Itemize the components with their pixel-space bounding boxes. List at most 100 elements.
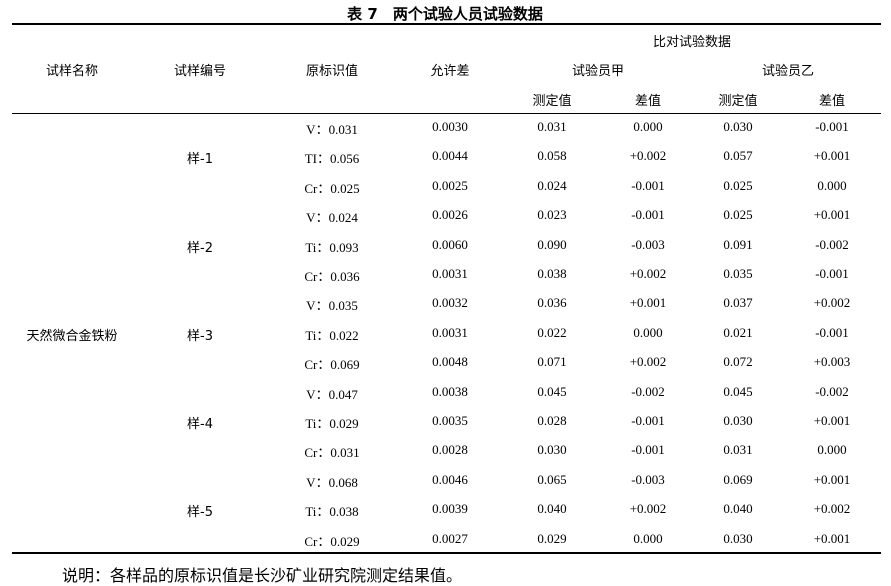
cell-b-difference: -0.001 [815, 324, 849, 340]
cell-b-difference: +0.002 [813, 295, 851, 311]
sample-label: 样-2 [187, 240, 213, 256]
sample-label: 样-1 [187, 152, 213, 168]
cell-a-difference: -0.003 [631, 471, 665, 487]
cell-tolerance: 0.0026 [432, 207, 468, 223]
header-sample-name: 试样名称 [45, 64, 99, 79]
cell-b-difference: 0.000 [817, 177, 847, 193]
cell-a-measured: 0.031 [537, 119, 567, 134]
cell-tolerance: 0.0046 [432, 471, 468, 487]
cell-b-difference: -0.002 [815, 383, 849, 399]
cell-tolerance: 0.0032 [432, 295, 468, 311]
cell-b-difference: +0.001 [813, 207, 851, 223]
cell-b-measured: 0.031 [723, 442, 753, 458]
header-comparison: 比对试验数据 [652, 35, 732, 50]
header-a-measured: 测定值 [532, 94, 572, 109]
cell-a-difference: +0.001 [629, 295, 667, 311]
cell-b-difference: +0.001 [813, 413, 851, 428]
cell-a-difference: 0.000 [633, 324, 663, 340]
bottom-rule [12, 552, 881, 554]
sample-label: 样-5 [187, 505, 213, 521]
material-name: 天然微合金铁粉 [26, 329, 118, 344]
cell-b-measured: 0.030 [723, 530, 753, 546]
cell-b-difference: +0.001 [813, 530, 851, 546]
cell-b-difference: +0.001 [813, 471, 851, 487]
cell-a-difference: -0.002 [631, 383, 665, 399]
cell-b-difference: +0.003 [813, 354, 851, 370]
header-rule [12, 113, 881, 114]
sample-label: 样-4 [187, 417, 213, 432]
cell-a-difference: -0.003 [631, 236, 665, 252]
cell-b-difference: +0.001 [813, 148, 851, 164]
table-note: 说明：各样品的原标识值是长沙矿业研究院测定结果值。 [62, 566, 463, 585]
header-tolerance: 允许差 [430, 64, 470, 79]
cell-original-value: Cr：0.069 [304, 357, 360, 373]
cell-a-measured: 0.030 [537, 442, 567, 458]
cell-tolerance: 0.0031 [432, 324, 468, 340]
cell-original-value: TI：0.056 [304, 151, 360, 167]
cell-a-measured: 0.071 [537, 354, 567, 370]
cell-tolerance: 0.0044 [432, 148, 468, 164]
cell-b-measured: 0.025 [723, 207, 753, 223]
cell-original-value: V：0.031 [306, 122, 358, 137]
cell-original-value: V：0.035 [306, 298, 358, 314]
cell-tolerance: 0.0030 [432, 119, 468, 134]
sample-label: 样-3 [187, 328, 213, 344]
cell-a-difference: -0.001 [631, 177, 665, 193]
header-sample-no: 试样编号 [173, 64, 227, 79]
cell-b-measured: 0.045 [723, 383, 753, 399]
cell-original-value: V：0.024 [306, 210, 358, 226]
cell-tolerance: 0.0060 [432, 236, 468, 252]
cell-a-measured: 0.090 [537, 236, 567, 252]
cell-a-difference: -0.001 [631, 413, 665, 428]
cell-b-measured: 0.037 [723, 295, 753, 311]
cell-a-measured: 0.065 [537, 471, 567, 487]
cell-tolerance: 0.0031 [432, 266, 468, 281]
cell-b-measured: 0.072 [723, 354, 753, 370]
cell-tolerance: 0.0025 [432, 177, 468, 193]
header-tester-a: 试验员甲 [571, 64, 625, 79]
cell-original-value: V：0.068 [306, 474, 358, 490]
cell-a-measured: 0.024 [537, 177, 567, 193]
cell-b-difference: +0.002 [813, 501, 851, 517]
cell-b-measured: 0.030 [723, 119, 753, 134]
cell-a-difference: -0.001 [631, 207, 665, 223]
top-rule [12, 23, 881, 25]
header-a-difference: 差值 [634, 94, 662, 109]
cell-tolerance: 0.0035 [432, 413, 468, 428]
cell-a-measured: 0.022 [537, 324, 567, 340]
cell-a-difference: +0.002 [629, 501, 667, 517]
cell-original-value: Cr：0.025 [304, 180, 360, 196]
cell-a-measured: 0.045 [537, 383, 567, 399]
cell-a-measured: 0.029 [537, 530, 567, 546]
table-title: 表 7 两个试验人员试验数据 [347, 5, 543, 23]
cell-a-measured: 0.040 [537, 501, 567, 517]
cell-a-difference: 0.000 [633, 530, 663, 546]
cell-b-difference: -0.001 [815, 119, 849, 134]
header-original-value: 原标识值 [305, 64, 359, 79]
cell-original-value: Cr：0.029 [304, 533, 360, 549]
cell-tolerance: 0.0028 [432, 442, 468, 458]
cell-original-value: Ti：0.022 [305, 327, 359, 343]
cell-a-measured: 0.036 [537, 295, 567, 311]
cell-b-measured: 0.025 [723, 177, 753, 193]
cell-b-difference: -0.001 [815, 266, 849, 281]
cell-a-difference: -0.001 [631, 442, 665, 458]
cell-b-difference: -0.002 [815, 236, 849, 252]
cell-tolerance: 0.0038 [432, 383, 468, 399]
cell-original-value: Cr：0.031 [304, 445, 360, 461]
cell-tolerance: 0.0039 [432, 501, 468, 517]
cell-a-difference: +0.002 [629, 148, 667, 164]
cell-original-value: Ti：0.029 [305, 416, 359, 431]
cell-b-measured: 0.057 [723, 148, 753, 164]
cell-b-measured: 0.091 [723, 236, 753, 252]
cell-a-measured: 0.038 [537, 266, 567, 281]
header-b-measured: 测定值 [718, 94, 758, 109]
cell-original-value: Cr：0.036 [304, 269, 360, 284]
cell-a-measured: 0.028 [537, 413, 567, 428]
cell-original-value: Ti：0.093 [305, 239, 359, 255]
cell-b-measured: 0.030 [723, 413, 753, 428]
cell-a-difference: 0.000 [633, 119, 663, 134]
cell-b-difference: 0.000 [817, 442, 847, 458]
cell-b-measured: 0.021 [723, 324, 753, 340]
cell-b-measured: 0.040 [723, 501, 753, 517]
